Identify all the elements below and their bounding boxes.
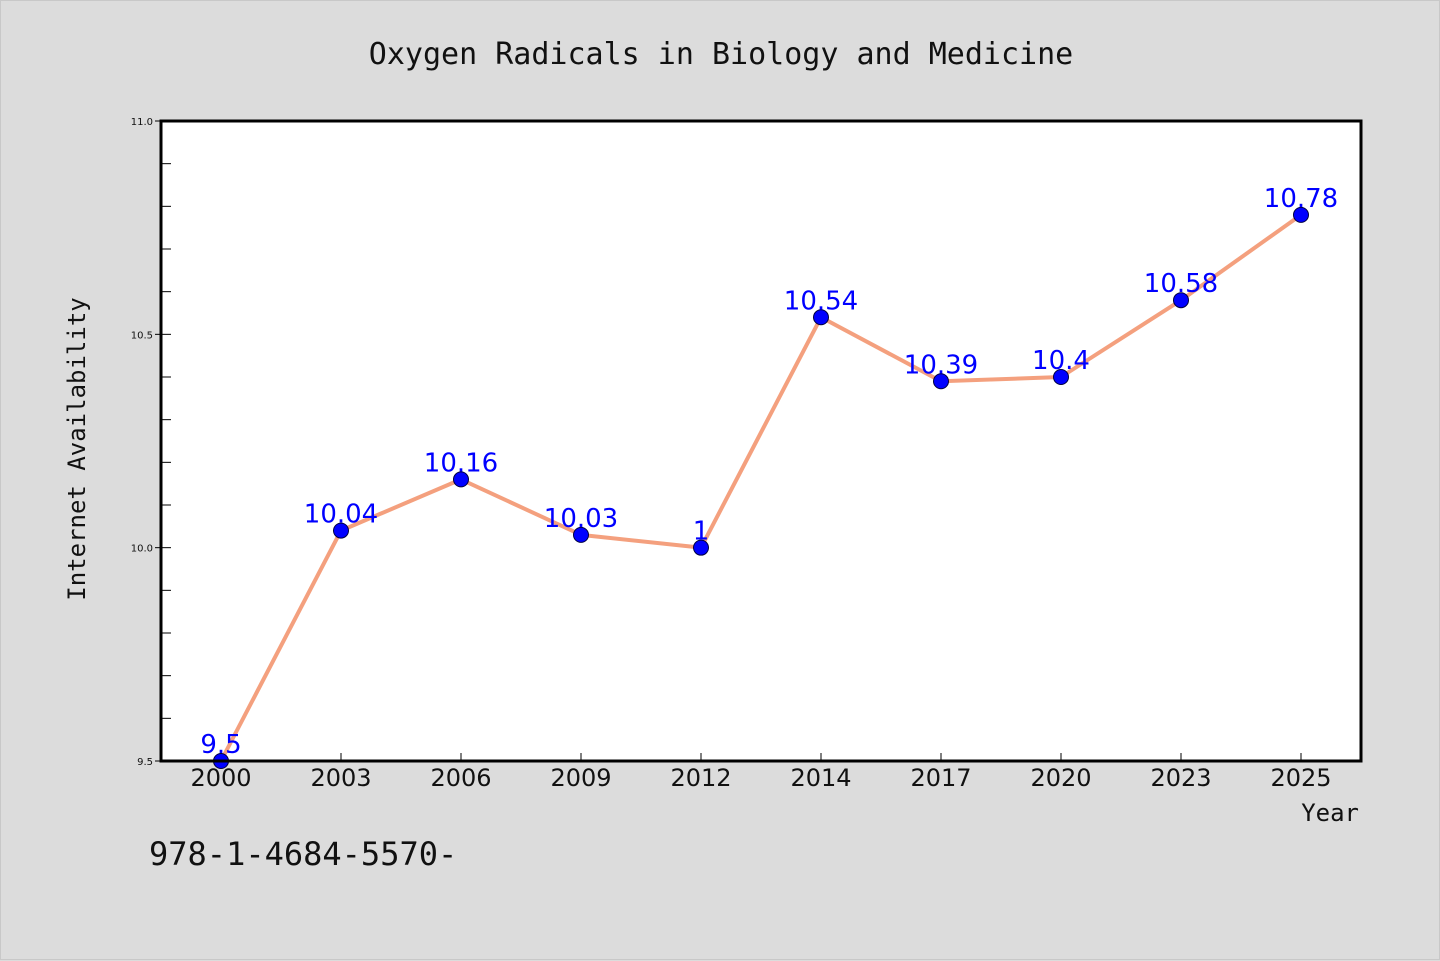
y-tick-label: 9.5 — [137, 757, 153, 768]
data-label: 10.16 — [424, 448, 498, 478]
data-label: 9.5 — [200, 730, 241, 760]
data-label: 10.39 — [904, 350, 978, 380]
y-axis: 9.5 10.0 10.5 11.0 — [131, 117, 171, 768]
series-line — [219, 212, 1303, 763]
x-tick-label: 2025 — [1270, 764, 1331, 792]
data-label: 10.58 — [1144, 269, 1218, 299]
x-tick-label: 2017 — [910, 764, 971, 792]
data-points — [213, 206, 1309, 769]
x-tick-label: 2012 — [670, 764, 731, 792]
data-point — [333, 522, 349, 539]
x-axis-title: Year — [1301, 799, 1359, 827]
y-tick-label: 11.0 — [131, 117, 153, 128]
data-label: 10.4 — [1032, 346, 1090, 376]
data-label: 10.54 — [784, 286, 858, 316]
plot-frame — [159, 119, 1363, 763]
data-point — [453, 471, 469, 488]
x-axis: 2000 2003 2006 2009 2012 2014 2017 2020 2023 2025 — [190, 753, 1332, 792]
chart-title: Oxygen Radicals in Biology and Medicine — [369, 37, 1073, 72]
data-label: 10.04 — [304, 500, 378, 530]
x-tick-label: 2020 — [1030, 764, 1091, 792]
x-tick-label: 2003 — [310, 764, 371, 792]
isbn-caption: 978-1-4684-5570- — [149, 835, 457, 873]
data-point — [573, 526, 589, 543]
data-point — [1053, 369, 1069, 385]
data-labels: 9.5 10.04 10.16 10.03 1 10.54 10.39 10.4 10.58 10… — [200, 184, 1338, 760]
y-tick-label: 10.5 — [131, 330, 153, 341]
data-label: 10.03 — [544, 504, 618, 534]
data-point — [693, 539, 709, 556]
y-axis-title: Internet Availability — [63, 297, 91, 600]
data-point — [933, 373, 949, 390]
x-tick-label: 2006 — [430, 764, 491, 792]
x-tick-label: 2009 — [550, 764, 611, 792]
data-label: 1 — [693, 517, 710, 547]
x-tick-label: 2023 — [1150, 764, 1211, 792]
data-label: 10.78 — [1264, 184, 1338, 214]
data-point — [1293, 206, 1309, 223]
x-tick-label: 2014 — [790, 764, 851, 792]
series-line-group — [219, 212, 1303, 763]
data-point — [1173, 292, 1189, 309]
data-point — [813, 309, 829, 326]
y-tick-label: 10.0 — [131, 544, 153, 555]
plot-area — [161, 121, 1361, 761]
